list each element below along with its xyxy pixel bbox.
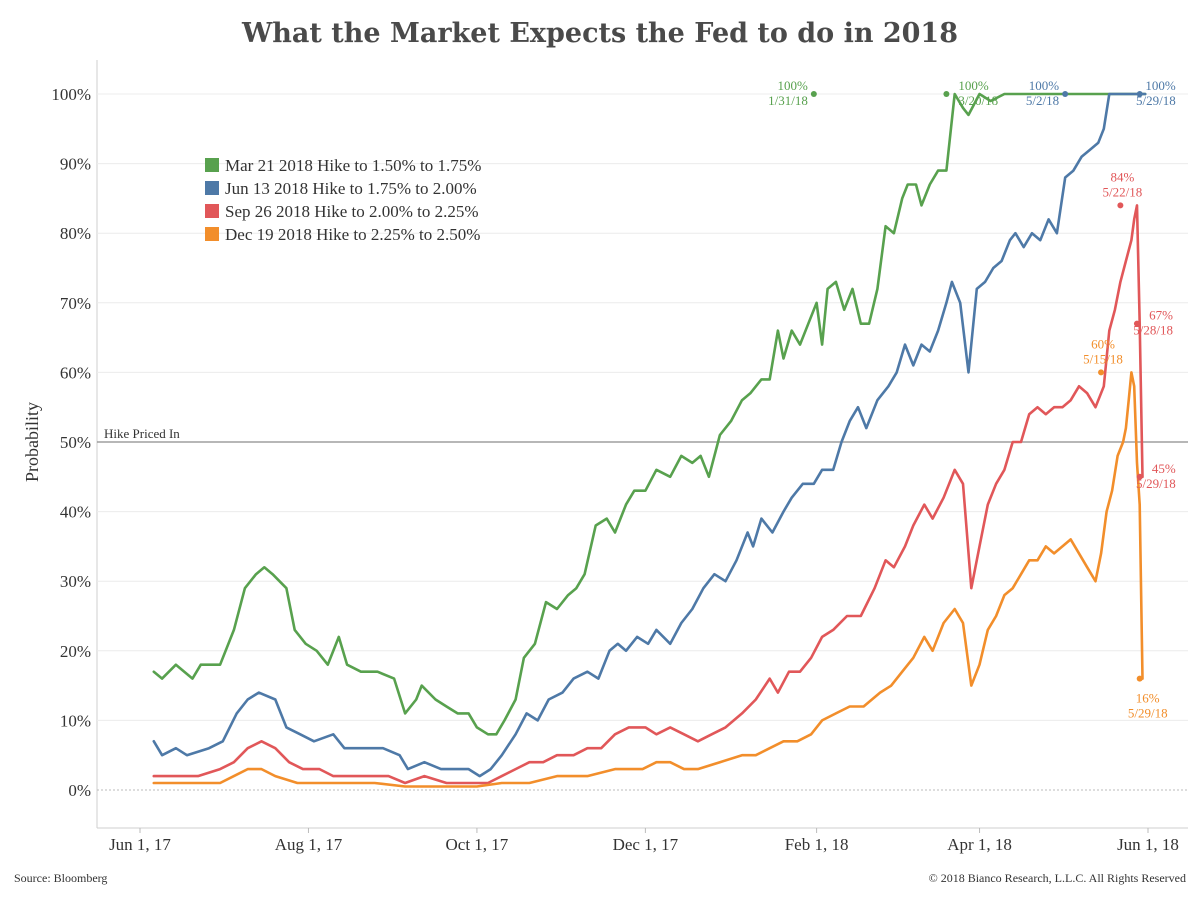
x-axis: Jun 1, 17 Aug 1, 17 Oct 1, 17 Dec 1, 17 Feb … <box>109 828 1179 854</box>
annotation-value: 16% <box>1136 691 1160 706</box>
series-line-4 <box>152 371 1144 788</box>
annotation-value: 60% <box>1091 336 1115 351</box>
annotation-date: 5/2/18 <box>1026 93 1059 108</box>
source-note: Source: Bloomberg <box>14 871 107 885</box>
legend-label: Sep 26 2018 Hike to 2.00% to 2.25% <box>225 202 479 221</box>
annotation-point <box>1136 473 1143 480</box>
annotation-value: 100% <box>1029 78 1060 93</box>
annotation-date: 5/28/18 <box>1133 323 1173 338</box>
reference-line: Hike Priced In <box>97 426 1188 443</box>
series-line-3 <box>152 204 1144 785</box>
x-tick-label: Feb 1, 18 <box>785 835 849 854</box>
annotation-point <box>1062 91 1069 97</box>
series-line-2 <box>152 92 1147 778</box>
y-tick-label: 50% <box>60 433 91 452</box>
annotation-value: 100% <box>777 78 808 93</box>
annotations: 100%1/31/18100%3/20/18100%5/2/18100%5/29… <box>768 78 1176 721</box>
legend-label: Mar 21 2018 Hike to 1.50% to 1.75% <box>225 156 481 175</box>
legend: Mar 21 2018 Hike to 1.50% to 1.75% Jun 13… <box>205 156 481 244</box>
x-tick-label: Aug 1, 17 <box>275 835 343 854</box>
annotation-date: 1/31/18 <box>768 93 808 108</box>
annotation-value: 100% <box>958 78 989 93</box>
annotation-value: 84% <box>1110 169 1134 184</box>
annotation-date: 5/22/18 <box>1103 184 1143 199</box>
annotation-date: 5/29/18 <box>1128 706 1168 721</box>
annotation-date: 5/15/18 <box>1083 351 1123 366</box>
annotation-point <box>1136 91 1143 97</box>
y-tick-label: 100% <box>51 85 91 104</box>
legend-label: Dec 19 2018 Hike to 2.25% to 2.50% <box>225 225 480 244</box>
annotation-date: 5/29/18 <box>1136 93 1176 108</box>
annotation-point <box>943 91 950 97</box>
reference-line-label: Hike Priced In <box>104 426 180 441</box>
annotation-point <box>810 91 817 97</box>
legend-swatch <box>205 204 219 218</box>
y-axis: 0% 10% 20% 30% 40% 50% 60% 70% 80% 90% 100% <box>51 85 91 800</box>
annotation-value: 45% <box>1152 461 1176 476</box>
annotation-value: 67% <box>1149 308 1173 323</box>
gridlines <box>96 60 1188 829</box>
series-group <box>152 92 1147 788</box>
annotation-point <box>1133 320 1140 327</box>
legend-swatch <box>205 158 219 172</box>
x-tick-label: Jun 1, 17 <box>109 835 171 854</box>
chart-title: What the Market Expects the Fed to do in… <box>241 18 958 49</box>
y-tick-label: 60% <box>60 363 91 382</box>
annotation-point <box>1098 369 1105 376</box>
annotation-value: 100% <box>1145 78 1176 93</box>
y-tick-label: 20% <box>60 642 91 661</box>
y-tick-label: 30% <box>60 572 91 591</box>
legend-swatch <box>205 181 219 195</box>
annotation-date: 5/29/18 <box>1136 476 1176 491</box>
y-tick-label: 40% <box>60 503 91 522</box>
series-line-1 <box>152 92 1147 736</box>
y-tick-label: 90% <box>60 155 91 174</box>
x-tick-label: Jun 1, 18 <box>1117 835 1179 854</box>
x-tick-label: Apr 1, 18 <box>947 835 1012 854</box>
x-tick-label: Dec 1, 17 <box>613 835 679 854</box>
copyright-note: © 2018 Bianco Research, L.L.C. All Right… <box>929 871 1186 885</box>
y-axis-label: Probability <box>22 402 42 482</box>
y-tick-label: 80% <box>60 224 91 243</box>
annotation-point <box>1136 675 1143 682</box>
annotation-date: 3/20/18 <box>958 93 998 108</box>
x-tick-label: Oct 1, 17 <box>446 835 509 854</box>
y-tick-label: 70% <box>60 294 91 313</box>
legend-swatch <box>205 227 219 241</box>
y-tick-label: 0% <box>68 781 91 800</box>
y-tick-label: 10% <box>60 711 91 730</box>
annotation-point <box>1117 202 1124 209</box>
legend-label: Jun 13 2018 Hike to 1.75% to 2.00% <box>225 179 477 198</box>
